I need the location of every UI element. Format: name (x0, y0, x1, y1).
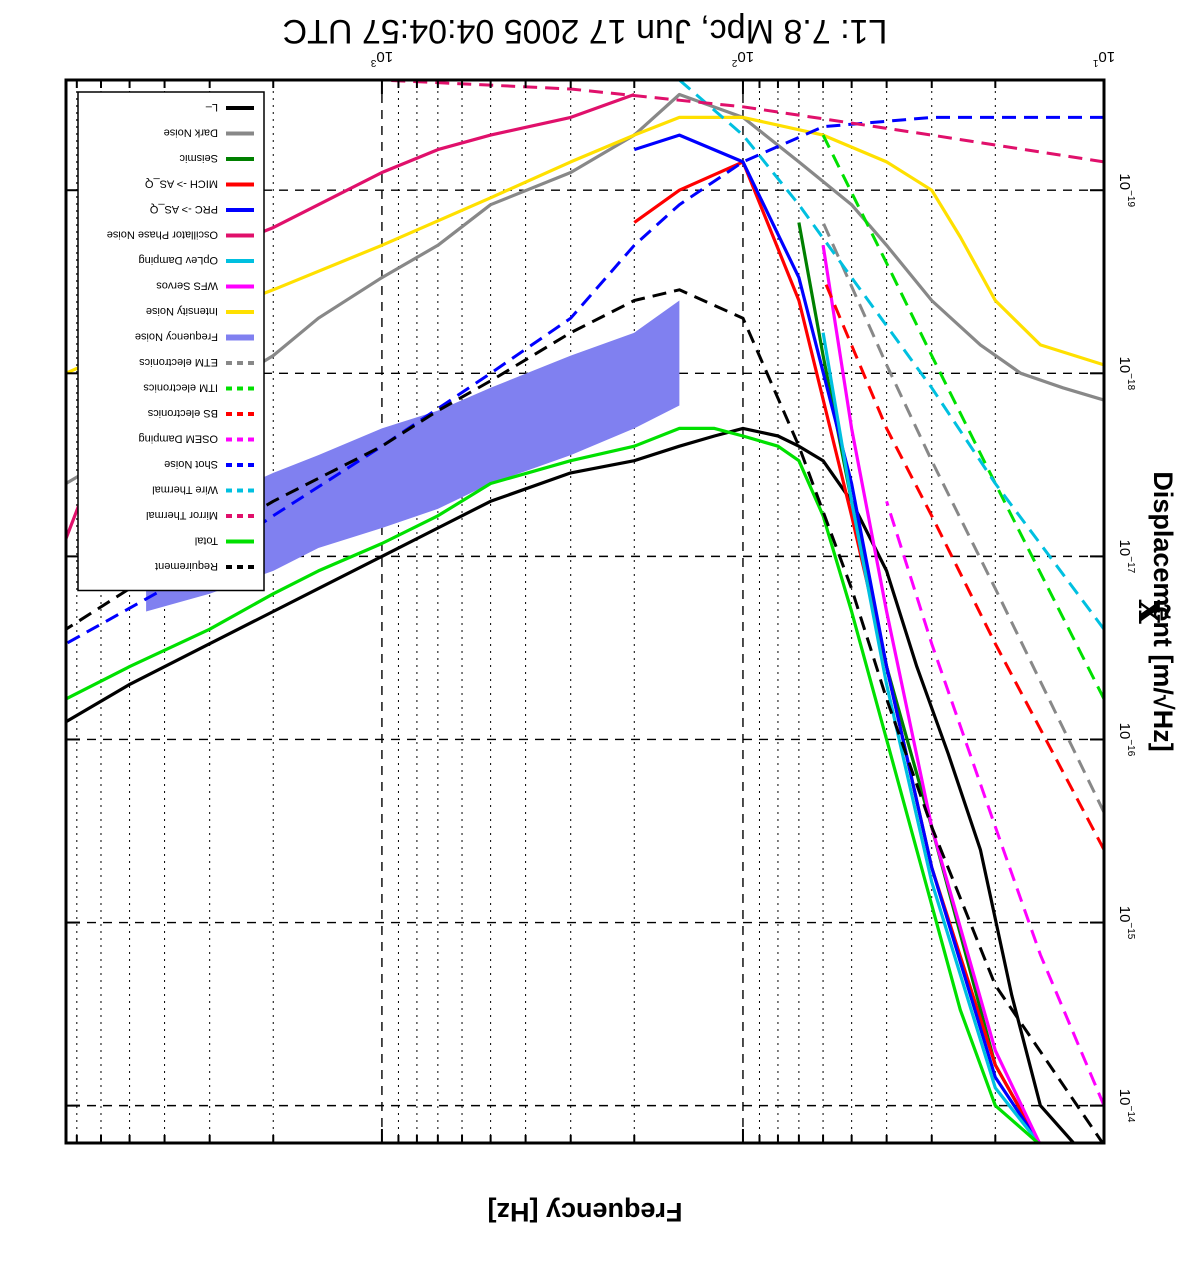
legend-item: Seismic (179, 152, 254, 164)
legend-label: Oscillator Phase Noise (107, 229, 218, 241)
legend-item: ETM electronics (139, 356, 254, 368)
legend-label: Requirement (155, 560, 218, 572)
legend-label: Dark Noise (164, 127, 218, 139)
plot-frame (64, 78, 1106, 1145)
legend-box (77, 91, 265, 592)
legend-item: Total (195, 535, 254, 547)
series-band-frequency-noise (146, 300, 680, 612)
legend-label: Total (195, 535, 218, 547)
legend-item: PRC -> AS_Q (149, 203, 254, 215)
chart-title: L1: 7.8 Mpc, Jun 17 2005 04:04:57 UTC (283, 12, 888, 50)
plot-area (64, 78, 1106, 1145)
legend-label: BS electronics (147, 407, 218, 419)
series-line-total (66, 426, 1041, 1143)
y-axis-symbol: x̃ (1129, 600, 1176, 625)
y-tick-label: 10−14 (1116, 1089, 1136, 1123)
frequency-noise-band (146, 300, 680, 612)
legend-item: OSEM Damping (139, 433, 254, 445)
legend-label: Mirror Thermal (146, 509, 218, 521)
y-tick-label: 10−18 (1116, 356, 1136, 390)
series-line-dark-noise (66, 92, 1104, 485)
legend-label: L– (205, 101, 218, 113)
legend-item: Wire Thermal (152, 484, 254, 496)
legend: L– Dark Noise Seismic MICH -> AS_Q PRC -> AS… (77, 91, 265, 592)
series-line-itm-electronics (821, 134, 1104, 700)
series-line-mirror-thermal (252, 80, 1104, 164)
series-line-intensity-noise (66, 115, 1104, 375)
series-line-osem-damping (885, 500, 1104, 1107)
axis-ticks (66, 80, 1105, 1143)
legend-label: WFS Servos (156, 280, 218, 292)
legend-item: OpLev Damping (139, 254, 254, 266)
legend-item: Mirror Thermal (146, 509, 254, 521)
axis-labels: 101 102 103 10−19 10−18 10−17 10−16 10−15 10−14 (370, 48, 1136, 1123)
legend-label: Shot Noise (164, 458, 218, 470)
y-tick-label: 10−15 (1116, 906, 1136, 940)
legend-label: OSEM Damping (139, 433, 218, 445)
x-axis-title: Frequency [Hz] (487, 1197, 682, 1227)
legend-item: BS electronics (147, 407, 254, 419)
legend-item: MICH -> AS_Q (145, 178, 254, 190)
series-line-wire-thermal (678, 80, 1104, 631)
legend-label: ETM electronics (139, 356, 218, 368)
legend-label: Seismic (179, 152, 218, 164)
legend-label: OpLev Damping (139, 254, 219, 266)
legend-item: Frequency Noise (135, 331, 254, 343)
x-tick-label: 102 (731, 48, 754, 68)
series-line-bs-electronics (821, 277, 1104, 851)
y-axis-title: Displacement [m/√Hz] (1148, 471, 1178, 751)
legend-label: Frequency Noise (135, 331, 218, 343)
legend-label: ITM electronics (143, 382, 218, 394)
legend-label: Wire Thermal (152, 484, 218, 496)
y-tick-label: 10−19 (1116, 173, 1136, 207)
legend-item: ITM electronics (143, 382, 254, 394)
legend-item: L– (205, 101, 254, 113)
x-tick-label: 101 (1092, 48, 1115, 68)
y-tick-label: 10−17 (1116, 540, 1136, 574)
legend-item: WFS Servos (156, 280, 254, 292)
legend-item: Requirement (155, 560, 254, 572)
legend-item: Intensity Noise (146, 305, 254, 317)
legend-label: Intensity Noise (146, 305, 218, 317)
legend-item: Oscillator Phase Noise (107, 229, 254, 241)
x-tick-label: 103 (370, 48, 393, 68)
legend-item: Shot Noise (164, 458, 254, 470)
series-line-l-main (66, 426, 1076, 1143)
series-line-prc-as-q (633, 133, 1041, 1143)
legend-item: Dark Noise (164, 127, 254, 139)
series-line-oplev-damping (821, 332, 1041, 1143)
series-lines (66, 80, 1104, 1143)
legend-label: MICH -> AS_Q (145, 178, 218, 190)
y-tick-label: 10−16 (1116, 723, 1136, 757)
legend-label: PRC -> AS_Q (149, 203, 218, 215)
series-line-etm-electronics (821, 221, 1104, 813)
